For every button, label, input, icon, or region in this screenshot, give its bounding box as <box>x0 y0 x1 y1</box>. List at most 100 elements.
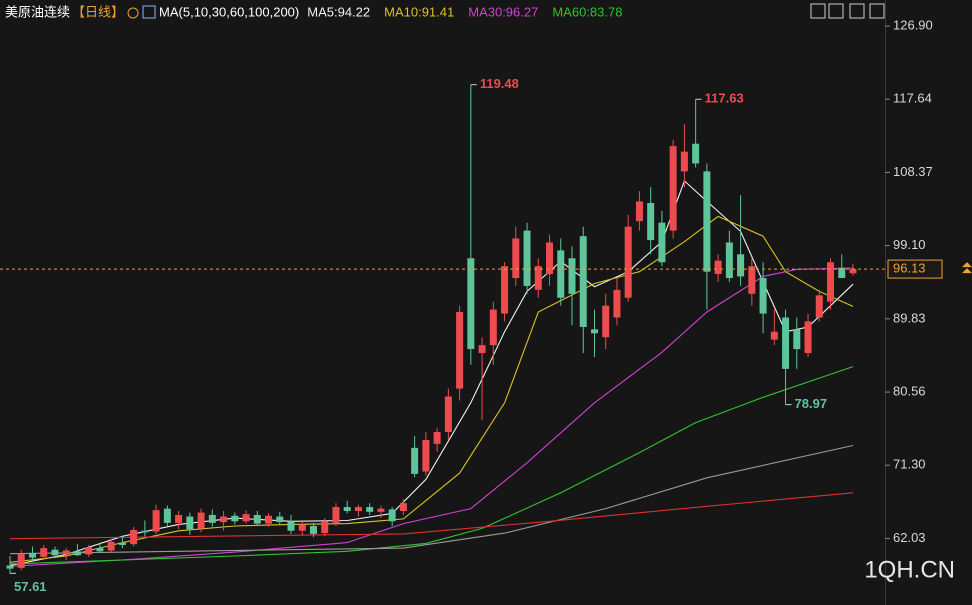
candle-body <box>602 305 610 338</box>
tool-icon[interactable] <box>869 3 885 19</box>
candle-body <box>815 295 823 318</box>
candle-body <box>28 552 36 558</box>
legend-text: MA5:94.22 <box>307 4 370 19</box>
settings-icon <box>127 7 139 19</box>
ma-line <box>9 492 854 540</box>
candle-body <box>849 269 857 274</box>
legend-text: 美原油连续 <box>5 4 70 19</box>
candle-body <box>175 514 183 523</box>
annotation-label: 57.61 <box>14 579 47 594</box>
candle-body <box>422 439 430 472</box>
candle-body <box>332 507 340 523</box>
candle-body <box>534 266 542 290</box>
candle-body <box>579 236 587 327</box>
candle-body <box>343 507 351 512</box>
candle-body <box>73 551 81 556</box>
candle-body <box>557 250 565 298</box>
candle-body <box>624 226 632 298</box>
annotation-label: 78.97 <box>795 396 828 411</box>
candle-body <box>827 262 835 302</box>
candle-body <box>265 515 273 524</box>
legend-text: MA30:96.27 <box>468 4 538 19</box>
candle-body <box>590 329 598 334</box>
candle-body <box>96 548 104 552</box>
ma-line <box>9 366 854 565</box>
legend-text: MA10:91.41 <box>384 4 454 19</box>
candle-body <box>6 565 14 569</box>
candle-body <box>220 516 228 523</box>
candle-body <box>321 521 329 534</box>
candle-body <box>366 507 374 512</box>
candle-body <box>838 267 846 279</box>
candle-body <box>501 266 509 314</box>
y-tick-label: 71.30 <box>893 457 926 472</box>
y-tick-label: 108.37 <box>893 164 933 179</box>
candle-body <box>62 550 70 555</box>
candle-body <box>770 331 778 340</box>
candle-body <box>523 230 531 286</box>
candle-body <box>130 529 138 545</box>
candle-body <box>613 289 621 318</box>
candle-body <box>489 309 497 346</box>
tool-icon[interactable] <box>810 3 826 19</box>
annotation-label: 119.48 <box>480 76 519 91</box>
ma-line <box>9 444 854 555</box>
last-price-arrow <box>962 262 972 274</box>
candle-body <box>635 201 643 222</box>
candle-body <box>309 526 317 534</box>
y-tick-label: 117.64 <box>893 91 932 106</box>
candle-body <box>793 329 801 350</box>
candle-body <box>444 396 452 433</box>
last-price-label: 96.13 <box>893 261 926 276</box>
candle-body <box>208 514 216 523</box>
candle-body <box>692 143 700 164</box>
candle-body <box>85 547 93 555</box>
toolbar[interactable] <box>810 3 885 19</box>
candle-body <box>647 202 655 241</box>
legend-text: MA60:83.78 <box>552 4 622 19</box>
candle-body <box>107 541 115 551</box>
candle-body <box>714 260 722 275</box>
candle-body <box>748 266 756 294</box>
candle-body <box>725 242 733 279</box>
candle-body <box>17 553 25 568</box>
candle-body <box>658 222 666 263</box>
candle-body <box>152 510 160 532</box>
y-tick-label: 89.83 <box>893 310 926 325</box>
candle-body <box>197 512 205 529</box>
candle-body <box>287 521 295 531</box>
candle-body <box>411 447 419 474</box>
candle-body <box>163 508 171 523</box>
last-price-box <box>887 259 943 279</box>
candle-body <box>231 515 239 522</box>
candle-body <box>759 278 767 314</box>
candle-body <box>782 317 790 369</box>
indicator-icon <box>142 5 156 19</box>
candle-body <box>512 238 520 279</box>
tool-icon[interactable] <box>849 3 865 19</box>
candle-body <box>568 258 576 294</box>
candle-body <box>388 509 396 522</box>
candle-body <box>703 171 711 272</box>
candle-body <box>298 524 306 531</box>
tool-icon[interactable] <box>828 3 844 19</box>
candle-body <box>186 516 194 530</box>
y-tick-label: 62.03 <box>893 530 926 545</box>
candle-body <box>399 503 407 512</box>
watermark: 1QH.CN <box>864 556 955 583</box>
candle-body <box>40 548 48 557</box>
y-tick-label: 126.90 <box>893 18 933 33</box>
legend-text: 【日线】 <box>72 4 124 19</box>
candle-body <box>456 311 464 389</box>
y-tick-label: 80.56 <box>893 384 926 399</box>
candle-body <box>377 508 385 512</box>
candle-body <box>354 507 362 512</box>
candle-body <box>680 151 688 172</box>
candle-body <box>253 514 261 524</box>
legend-text: MA(5,10,30,60,100,200) <box>159 4 299 19</box>
ma-line <box>9 215 854 563</box>
candle-body <box>433 432 441 444</box>
candle-body <box>478 345 486 354</box>
